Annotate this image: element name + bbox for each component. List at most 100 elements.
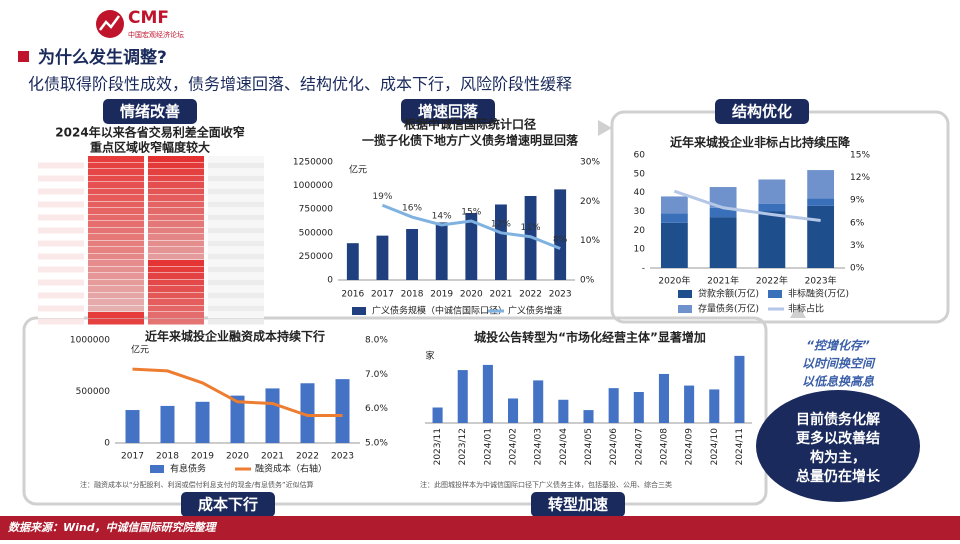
heat-cell [208, 279, 264, 286]
x-tick-label: 2021年 [707, 275, 739, 287]
heat-cell [88, 273, 144, 279]
y-tick-label: 20 [634, 226, 646, 236]
data-label: 14% [432, 211, 452, 221]
heat-cell [208, 182, 264, 188]
legend-label: 非标融资(万亿) [788, 288, 849, 300]
y-tick-label: 60 [634, 151, 646, 161]
heat-cell [38, 260, 84, 266]
data-label: 15% [461, 208, 481, 218]
x-tick-label: 2024/02 [509, 428, 519, 465]
heat-cell [38, 234, 84, 240]
x-tick-label: 2021 [489, 290, 512, 300]
data-label: 16% [402, 204, 422, 214]
y2-tick-label: 15% [850, 151, 870, 161]
legend-label: 贷款余额(万亿) [698, 288, 759, 300]
tab [715, 99, 809, 124]
heat-cell [148, 312, 204, 318]
bar [346, 243, 359, 280]
heat-cell [208, 214, 264, 221]
legend-swatch [678, 305, 692, 313]
heat-cell [88, 240, 144, 247]
unit-label: 亿元 [131, 344, 149, 356]
x-tick-label: 2024/09 [685, 428, 695, 466]
x-tick-label: 2022 [519, 290, 542, 300]
bar [558, 399, 569, 423]
tab-label: 转型加速 [548, 496, 608, 514]
heat-cell [208, 188, 264, 195]
heat-cell [88, 299, 144, 305]
heat-cell [38, 299, 84, 305]
y2-tick-label: 20% [580, 197, 600, 207]
y-tick-label: 1250000 [293, 158, 333, 168]
heat-cell [38, 286, 84, 292]
legend-swatch [352, 307, 366, 315]
heat-cell [38, 195, 84, 201]
callout-text: 更多以改善结 [796, 430, 880, 447]
x-tick-label: 2023 [549, 290, 572, 300]
heat-cell [88, 182, 144, 188]
logo-arrow [99, 15, 121, 31]
heat-cell [148, 182, 204, 188]
x-tick-label: 2022 [296, 452, 319, 462]
y-tick-label: 0 [104, 439, 110, 449]
tab [181, 492, 275, 517]
line [132, 367, 343, 418]
x-tick-label: 2024/07 [634, 428, 644, 465]
heat-cell [38, 208, 84, 214]
heat-cell [38, 273, 84, 279]
data-label: 19% [372, 192, 392, 202]
heat-cell [208, 156, 264, 162]
x-tick-label: 2024/10 [710, 428, 720, 466]
heat-cell [148, 234, 204, 240]
heat-cell [148, 299, 204, 305]
heat-cell [38, 201, 84, 208]
heat-cell [148, 305, 204, 312]
x-tick-label: 2024/01 [483, 428, 493, 465]
heat-cell [208, 221, 264, 227]
heat-cell [208, 266, 264, 273]
x-tick-label: 2024/11 [735, 428, 745, 465]
y2-tick-label: 30% [580, 158, 600, 168]
chart-title: 近年来城投企业非标占比持续压降 [670, 135, 851, 150]
tab [531, 492, 625, 517]
bar [608, 388, 619, 423]
heat-cell [208, 305, 264, 312]
chart-title: 一揽子化债下地方广义债务增速明显回落 [362, 133, 579, 148]
y2-tick-label: 5.0% [365, 439, 388, 449]
heat-cell [88, 318, 144, 325]
logo-name: CMF [128, 8, 169, 28]
heat-cell [88, 188, 144, 195]
heat-cell [148, 156, 204, 162]
bar [709, 217, 737, 268]
chart: 近年来城投企业融资成本持续下行亿元注：融资成本以“分配股利、利润或偿付利息支付的… [70, 329, 388, 490]
heat-cell [88, 169, 144, 175]
y-tick-label: 500000 [299, 228, 334, 238]
heat-cell [88, 214, 144, 221]
heat-cell [88, 175, 144, 182]
heat-cell [148, 208, 204, 214]
headline-square [18, 51, 29, 62]
heat-cell [208, 175, 264, 182]
y2-tick-label: 10% [580, 236, 600, 246]
heat-cell [148, 247, 204, 253]
heat-cell [148, 286, 204, 292]
data-label: 8% [553, 235, 568, 245]
bar [406, 229, 418, 280]
bar [432, 407, 443, 423]
callout-circle [756, 390, 920, 502]
heat-cell [38, 266, 84, 273]
heat-cell [88, 208, 144, 214]
heat-cell [88, 253, 144, 260]
heat-cell [148, 188, 204, 195]
chart: 近年来城投企业非标占比持续压降 - 10 20 30 40 50 60 0% 3% 6% 9% 12% 1… [634, 135, 871, 315]
chart-title: 根据中诚信国际统计口径 [404, 117, 536, 132]
bar [465, 212, 478, 280]
y2-tick-label: 12% [850, 173, 870, 183]
heat-cell [88, 305, 144, 312]
y2-tick-label: 6% [850, 218, 865, 228]
legend-label: 有息债务 [170, 463, 206, 475]
heat-cell [208, 201, 264, 208]
callout-quote: 以低息换高息 [802, 375, 875, 389]
